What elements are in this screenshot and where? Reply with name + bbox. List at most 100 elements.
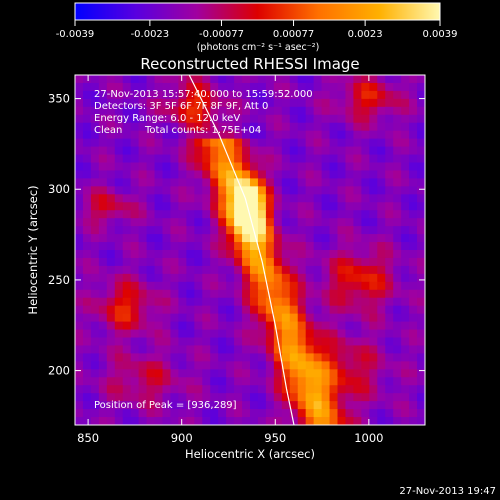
heatmap-cell	[90, 98, 100, 108]
heatmap-cell	[361, 417, 370, 425]
heatmap-cell	[218, 353, 227, 362]
heatmap-cell	[401, 250, 410, 259]
heatmap-cell	[146, 154, 156, 164]
heatmap-cell	[337, 273, 347, 283]
heatmap-cell	[321, 297, 331, 307]
heatmap-cell	[90, 82, 100, 92]
heatmap-cell	[369, 321, 378, 331]
heatmap-cell	[226, 369, 235, 378]
heatmap-cell	[377, 345, 386, 355]
heatmap-cell	[202, 186, 211, 195]
heatmap-cell	[265, 162, 275, 172]
heatmap-cell	[409, 138, 418, 148]
heatmap-cell	[234, 122, 243, 132]
heatmap-cell	[250, 162, 259, 172]
heatmap-cell	[305, 401, 315, 410]
heatmap-cell	[106, 162, 116, 172]
heatmap-cell	[369, 369, 378, 378]
heatmap-cell	[273, 138, 283, 148]
heatmap-cell	[377, 361, 386, 370]
heatmap-cell	[385, 194, 394, 203]
heatmap-cell	[186, 417, 195, 425]
heatmap-cell	[75, 146, 84, 156]
heatmap-cell	[289, 329, 299, 339]
heatmap-cell	[218, 401, 227, 410]
heatmap-cell	[138, 329, 148, 339]
heatmap-cell	[337, 75, 347, 84]
heatmap-cell	[377, 369, 386, 378]
heatmap-cell	[210, 75, 219, 84]
heatmap-cell	[250, 369, 259, 378]
heatmap-cell	[82, 369, 92, 378]
heatmap-cell	[90, 106, 100, 116]
x-tick-label: 1000	[354, 431, 383, 445]
heatmap-cell	[417, 106, 425, 116]
heatmap-cell	[186, 305, 195, 315]
heatmap-cell	[98, 313, 108, 323]
heatmap-cell	[106, 265, 116, 275]
heatmap-cell	[170, 250, 180, 259]
heatmap-cell	[337, 146, 347, 156]
heatmap-cell	[218, 257, 227, 267]
heatmap-cell	[353, 409, 362, 418]
heatmap-cell	[82, 337, 92, 347]
heatmap-cell	[417, 401, 425, 410]
heatmap-cell	[361, 265, 370, 275]
heatmap-cell	[265, 281, 275, 291]
heatmap-cell	[401, 162, 410, 172]
heatmap-cell	[345, 122, 355, 132]
heatmap-cell	[130, 218, 140, 227]
heatmap-cell	[345, 186, 355, 195]
heatmap-cell	[385, 162, 394, 172]
heatmap-cell	[186, 114, 195, 124]
heatmap-cell	[409, 210, 418, 219]
heatmap-cell	[106, 130, 116, 140]
heatmap-cell	[242, 186, 251, 195]
heatmap-cell	[385, 305, 394, 315]
heatmap-cell	[98, 178, 108, 187]
heatmap-cell	[106, 329, 116, 339]
heatmap-cell	[305, 130, 315, 140]
heatmap-cell	[265, 273, 275, 283]
heatmap-cell	[162, 369, 172, 378]
heatmap-cell	[265, 345, 275, 355]
heatmap-cell	[289, 369, 299, 378]
heatmap-cell	[393, 377, 402, 386]
heatmap-cell	[98, 130, 108, 140]
heatmap-cell	[90, 353, 100, 362]
heatmap-cell	[265, 202, 275, 211]
heatmap-cell	[114, 218, 124, 227]
heatmap-cell	[82, 321, 92, 331]
heatmap-cell	[353, 106, 362, 116]
heatmap-cell	[257, 154, 267, 164]
heatmap-cell	[369, 401, 378, 410]
heatmap-cell	[329, 170, 339, 180]
heatmap-cell	[82, 210, 92, 219]
heatmap-cell	[361, 75, 370, 84]
heatmap-cell	[297, 226, 307, 235]
heatmap-cell	[146, 265, 156, 275]
heatmap-cell	[82, 114, 92, 124]
heatmap-cell	[257, 194, 267, 203]
heatmap-cell	[75, 361, 84, 370]
heatmap-cell	[313, 234, 323, 243]
heatmap-cell	[361, 313, 370, 323]
heatmap-cell	[321, 337, 331, 347]
heatmap-cell	[234, 226, 243, 235]
heatmap-cell	[329, 305, 339, 315]
heatmap-cell	[194, 218, 203, 227]
heatmap-cell	[345, 130, 355, 140]
heatmap-cell	[409, 170, 418, 180]
heatmap-cell	[242, 162, 251, 172]
heatmap-cell	[250, 353, 259, 362]
heatmap-cell	[281, 114, 291, 124]
heatmap-cell	[234, 146, 243, 156]
heatmap-cell	[75, 90, 84, 100]
heatmap-cell	[297, 289, 307, 299]
heatmap-cell	[242, 226, 251, 235]
heatmap-cell	[114, 75, 124, 84]
heatmap-cell	[409, 122, 418, 132]
heatmap-cell	[242, 75, 251, 84]
heatmap-cell	[337, 289, 347, 299]
heatmap-cell	[281, 417, 291, 425]
